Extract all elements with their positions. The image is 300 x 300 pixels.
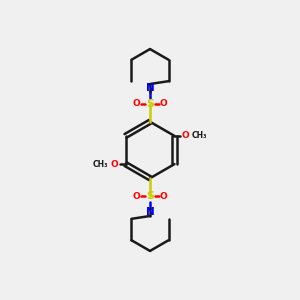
Text: S: S [146,191,154,201]
Text: O: O [133,99,140,108]
Text: N: N [146,82,154,93]
Text: O: O [160,192,167,201]
Text: O: O [133,192,140,201]
Text: N: N [146,207,154,218]
Text: S: S [146,99,154,109]
Text: CH₃: CH₃ [93,160,109,169]
Text: CH₃: CH₃ [191,131,207,140]
Text: O: O [160,99,167,108]
Text: O: O [110,160,118,169]
Text: O: O [182,131,190,140]
